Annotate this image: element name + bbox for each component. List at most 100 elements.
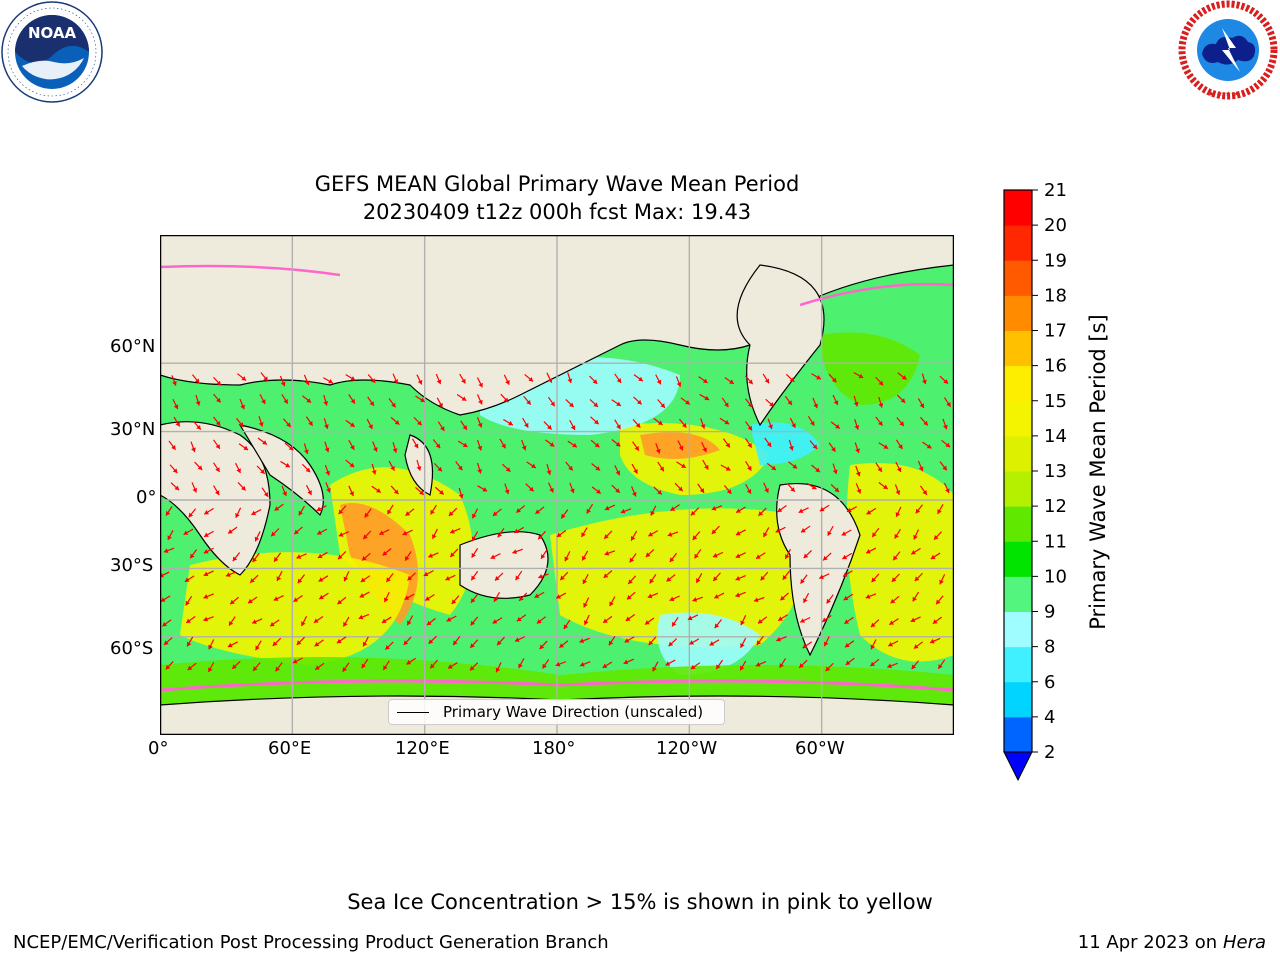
direction-arrow-head — [669, 596, 675, 602]
direction-arrow-head — [160, 597, 166, 602]
direction-arrow-head — [582, 579, 588, 584]
colorbar-segment — [1004, 365, 1032, 402]
direction-arrow-head — [603, 573, 609, 578]
direction-arrow-head — [461, 396, 467, 401]
direction-arrow-head — [516, 616, 522, 622]
direction-arrow-head — [447, 664, 453, 669]
direction-arrow-head — [263, 492, 269, 497]
direction-arrow-head — [855, 448, 860, 453]
direction-arrow-head — [596, 489, 601, 494]
direction-arrow-head — [325, 470, 331, 476]
footer-host: Hera — [1222, 932, 1266, 953]
direction-arrow-head — [371, 469, 377, 475]
direction-arrow-head — [714, 594, 719, 599]
direction-arrow-head — [711, 505, 717, 511]
direction-arrow-head — [911, 664, 917, 670]
direction-arrow-head — [845, 660, 851, 665]
direction-arrow-head — [391, 402, 396, 408]
direction-arrow-head — [736, 508, 741, 513]
direction-arrow-head — [657, 420, 663, 425]
direction-arrow-head — [893, 555, 898, 561]
direction-arrow-head — [531, 463, 536, 468]
direction-arrow-head — [362, 641, 368, 647]
direction-arrow-head — [324, 447, 330, 453]
direction-arrow-head — [564, 556, 569, 562]
map-canvas — [160, 235, 954, 735]
direction-arrow-head — [376, 488, 381, 493]
colorbar-tick-label: 21 — [1044, 180, 1067, 201]
direction-arrow-head — [823, 555, 828, 561]
direction-arrow-head — [255, 645, 260, 651]
colorbar-segment — [1004, 611, 1032, 648]
direction-arrow-head — [165, 664, 171, 670]
direction-arrow-head — [536, 619, 542, 624]
direction-arrow-head — [648, 640, 654, 646]
direction-arrow-head — [932, 619, 938, 624]
direction-arrow-head — [690, 510, 696, 516]
direction-arrow-head — [891, 577, 897, 582]
colorbar-segment — [1004, 225, 1032, 261]
direction-arrow-head — [581, 532, 586, 538]
x-tick-60w: 60°W — [795, 738, 845, 759]
direction-arrow-head — [274, 556, 279, 562]
direction-arrow-head — [276, 576, 282, 581]
direction-arrow-head — [714, 623, 720, 629]
direction-arrow-head — [921, 379, 927, 385]
colorbar-tick-label: 2 — [1044, 742, 1055, 763]
direction-arrow-head — [608, 640, 614, 646]
nws-logo: ★ ★ ★ ★ — [1178, 0, 1278, 100]
direction-arrow-head — [815, 467, 820, 473]
direction-arrow-head — [709, 641, 715, 646]
direction-arrow-head — [747, 425, 753, 431]
direction-arrow-head — [656, 379, 662, 385]
direction-arrow-head — [383, 597, 389, 603]
direction-arrow-head — [682, 422, 687, 428]
direction-arrow-head — [393, 489, 399, 495]
title-line-1: GEFS MEAN Global Primary Wave Mean Perio… — [314, 172, 800, 196]
direction-arrow-head — [645, 620, 650, 625]
direction-arrow-head — [214, 490, 220, 496]
direction-arrow-head — [288, 445, 294, 451]
direction-arrow-head — [420, 397, 425, 402]
direction-arrow-head — [711, 529, 717, 534]
direction-arrow-head — [692, 535, 698, 540]
direction-arrow-head — [308, 421, 313, 426]
period-band — [820, 332, 920, 405]
direction-arrow-head — [803, 598, 808, 603]
direction-arrow-head — [546, 470, 552, 475]
direction-arrow-head — [392, 448, 398, 453]
direction-arrow-head — [446, 617, 452, 622]
direction-arrow-head — [314, 641, 320, 647]
direction-arrow-head — [448, 511, 454, 516]
direction-arrow-head — [561, 513, 566, 519]
direction-arrow-head — [890, 598, 896, 604]
direction-arrow-head — [842, 554, 848, 560]
direction-arrow-head — [877, 467, 882, 472]
direction-arrow-head — [313, 618, 319, 623]
direction-arrow-head — [834, 487, 840, 493]
direction-arrow-head — [926, 444, 932, 449]
direction-arrow-head — [655, 448, 661, 454]
direction-arrow-head — [215, 444, 220, 449]
direction-arrow-head — [361, 556, 367, 561]
direction-arrow-head — [394, 420, 400, 425]
direction-arrow-head — [183, 530, 189, 535]
direction-arrow-head — [615, 441, 621, 447]
direction-arrow-head — [521, 445, 527, 451]
direction-arrow-head — [307, 490, 312, 495]
direction-arrow-head — [569, 488, 575, 494]
direction-arrow-head — [453, 640, 458, 646]
direction-arrow-head — [317, 530, 322, 535]
colorbar-segment — [1004, 330, 1032, 367]
colorbar-tick-label: 6 — [1044, 672, 1055, 693]
direction-arrow-head — [303, 449, 309, 455]
direction-arrow-head — [542, 663, 547, 669]
direction-arrow-head — [822, 617, 827, 622]
x-tick-60e: 60°E — [268, 738, 312, 759]
direction-arrow-head — [919, 403, 925, 409]
direction-arrow-head — [583, 602, 588, 608]
direction-arrow-head — [702, 447, 707, 453]
direction-arrow-head — [792, 464, 798, 469]
direction-arrow-head — [699, 488, 705, 493]
direction-arrow-head — [670, 506, 676, 511]
